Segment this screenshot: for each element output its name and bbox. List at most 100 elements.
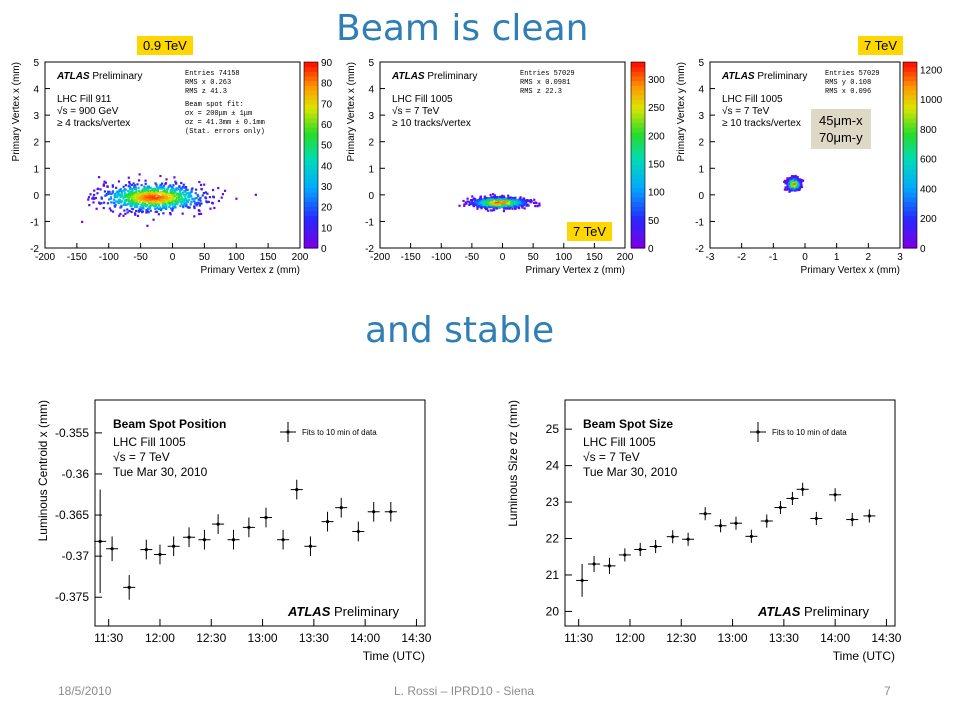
density-cell [170,200,173,203]
density-cell [489,209,492,212]
data-point [98,539,102,543]
colorbar-cell [304,187,318,193]
density-cell [145,195,149,198]
density-cell [162,195,165,198]
z-tick-label: 1000 [920,95,943,106]
colorbar-cell [304,80,318,86]
density-cell [113,195,116,199]
data-point [833,493,837,497]
density-cell [503,207,506,210]
density-cell [509,196,512,199]
x-tick-label: 2 [866,252,872,263]
data-point [247,525,251,529]
density-cell [538,202,541,205]
density-cell [513,205,516,208]
x-tick-label: 14:00 [350,631,380,645]
density-cell [94,196,97,200]
colorbar-cell [304,71,318,77]
density-cell [134,204,137,207]
colorbar-cell [903,220,917,226]
density-cell [117,201,120,205]
density-cell [199,212,203,215]
density-cell [516,203,519,206]
density-cell [179,198,182,201]
density-cell [163,187,166,190]
density-cell [135,205,138,209]
density-cell [159,174,162,178]
density-cell [202,191,206,195]
density-cell [179,187,183,190]
colorbar-cell [631,94,645,100]
beam-spot-size-plot: 11:30 12:00 12:30 13:00 13:30 14:00 14:30 20 21 2… [506,399,902,663]
density-cell [801,179,804,182]
density-cell [129,202,132,206]
colorbar-cell [304,136,318,142]
density-cell [183,202,186,205]
density-cell [178,198,181,201]
density-cell [472,205,476,208]
density-cell [154,199,157,203]
density-cell [533,198,536,201]
density-cell [478,201,481,204]
y-tick-label: -2 [365,244,374,255]
density-cell [794,174,797,178]
density-cell [495,196,498,199]
density-cell [475,203,478,206]
density-cell [124,212,127,215]
colorbar-cell [304,159,318,165]
x-tick-label: 13:00 [718,631,748,645]
density-cell [181,198,185,202]
data-cloud [81,173,257,227]
colorbar-cell [631,159,645,165]
density-cell [797,188,800,191]
density-cell [200,188,203,191]
density-cell [137,192,140,196]
colorbar-cell [631,103,645,110]
density-cell [495,203,498,206]
beam-size-y: 70μm-y [819,130,863,145]
density-cell [787,187,790,191]
density-cell [492,202,495,205]
atlas-label: ATLAS Preliminary [56,71,142,82]
density-cell [147,197,150,200]
density-cell [204,196,207,199]
density-cell [164,182,168,185]
atlas-label: ATLAS Preliminary [391,71,477,82]
density-cell [87,196,91,199]
density-cell [509,206,513,209]
density-cell [171,191,174,194]
density-cell [171,195,174,198]
colorbar-cell [903,66,917,72]
z-tick-label: 10 [321,223,333,234]
density-cell [161,200,165,203]
density-cell [151,189,154,192]
density-cell [476,199,480,202]
y-tick-label: 0 [368,191,374,202]
z-tick-label: 90 [321,58,333,69]
density-cell [123,188,126,191]
density-cell [151,200,154,203]
density-cell [150,192,153,196]
density-cell [103,180,106,183]
density-cell [786,177,789,180]
density-cell [185,203,188,206]
colorbar-cell [631,187,645,193]
density-cell [517,199,520,202]
density-cell [790,178,794,181]
colorbar-cell [304,122,318,128]
density-cell [488,206,491,209]
y-tick-label: 4 [33,85,39,96]
data-point [144,547,148,552]
colorbar-cell [631,108,645,114]
y-tick-label: 4 [698,85,704,96]
density-cell [123,195,126,198]
density-cell [148,206,151,209]
density-cell [136,199,139,202]
colorbar-frame [303,61,319,249]
density-cell [487,198,490,202]
density-cell [135,189,138,192]
colorbar-cell [304,150,318,156]
density-cell [503,198,506,201]
colorbar-cell [304,243,318,249]
colorbar-cell [903,215,917,221]
